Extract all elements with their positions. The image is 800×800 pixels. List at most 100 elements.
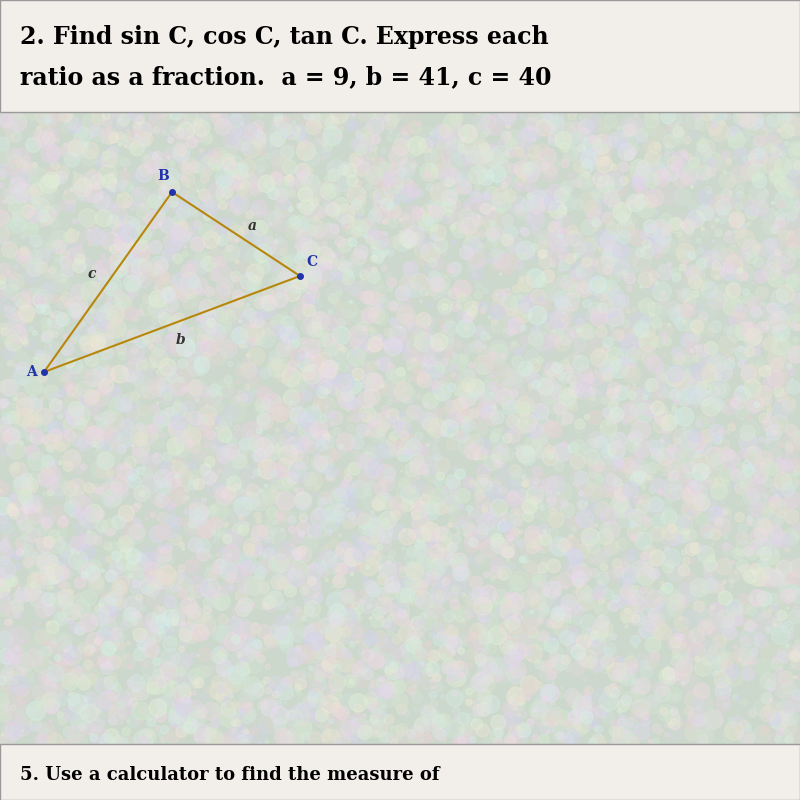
Circle shape	[330, 105, 349, 123]
Circle shape	[0, 546, 2, 550]
Circle shape	[550, 260, 556, 266]
Circle shape	[795, 534, 798, 536]
Circle shape	[78, 678, 90, 690]
Circle shape	[604, 115, 617, 128]
Circle shape	[754, 552, 757, 556]
Circle shape	[377, 616, 382, 622]
Circle shape	[258, 167, 264, 172]
Circle shape	[608, 288, 611, 291]
Circle shape	[93, 266, 100, 274]
Circle shape	[607, 169, 624, 185]
Circle shape	[682, 219, 695, 232]
Circle shape	[290, 674, 298, 682]
Circle shape	[688, 479, 690, 481]
Circle shape	[194, 113, 199, 118]
Circle shape	[408, 670, 420, 682]
Circle shape	[521, 335, 530, 345]
Circle shape	[647, 439, 658, 450]
Circle shape	[343, 259, 362, 278]
Circle shape	[507, 620, 522, 634]
Circle shape	[348, 512, 355, 519]
Circle shape	[600, 233, 616, 248]
Circle shape	[474, 698, 493, 717]
Circle shape	[720, 651, 730, 662]
Circle shape	[62, 142, 79, 161]
Circle shape	[554, 189, 569, 202]
Circle shape	[443, 641, 449, 646]
Circle shape	[458, 438, 475, 455]
Circle shape	[24, 557, 34, 566]
Circle shape	[580, 614, 596, 630]
Circle shape	[143, 154, 162, 172]
Circle shape	[630, 453, 642, 465]
Circle shape	[446, 138, 464, 157]
Circle shape	[620, 248, 638, 267]
Circle shape	[329, 661, 342, 674]
Circle shape	[136, 718, 142, 725]
Circle shape	[512, 732, 527, 746]
Circle shape	[682, 136, 684, 138]
Circle shape	[698, 177, 702, 179]
Circle shape	[746, 395, 763, 412]
Circle shape	[289, 206, 293, 211]
Circle shape	[706, 418, 715, 428]
Circle shape	[534, 499, 542, 509]
Circle shape	[55, 442, 66, 452]
Circle shape	[715, 275, 719, 279]
Circle shape	[90, 718, 104, 732]
Circle shape	[731, 616, 737, 622]
Circle shape	[509, 588, 522, 602]
Circle shape	[248, 438, 260, 450]
Circle shape	[135, 374, 151, 390]
Circle shape	[238, 455, 245, 463]
Circle shape	[626, 718, 634, 726]
Circle shape	[595, 474, 604, 482]
Circle shape	[631, 681, 644, 694]
Circle shape	[194, 251, 210, 267]
Circle shape	[588, 131, 597, 140]
Circle shape	[726, 114, 730, 120]
Circle shape	[123, 133, 131, 141]
Circle shape	[372, 267, 377, 272]
Circle shape	[686, 112, 703, 129]
Circle shape	[733, 477, 746, 490]
Circle shape	[238, 340, 246, 348]
Circle shape	[246, 702, 251, 707]
Circle shape	[603, 370, 612, 380]
Circle shape	[578, 593, 583, 598]
Circle shape	[526, 301, 530, 305]
Circle shape	[170, 338, 180, 348]
Circle shape	[239, 622, 255, 638]
Circle shape	[278, 690, 284, 695]
Circle shape	[198, 227, 202, 230]
Circle shape	[103, 152, 110, 159]
Circle shape	[22, 265, 42, 284]
Circle shape	[252, 563, 264, 575]
Circle shape	[301, 381, 319, 399]
Circle shape	[93, 560, 101, 568]
Circle shape	[149, 379, 166, 396]
Circle shape	[0, 561, 16, 579]
Circle shape	[526, 486, 544, 505]
Circle shape	[444, 611, 455, 622]
Circle shape	[160, 271, 169, 280]
Circle shape	[532, 735, 538, 742]
Circle shape	[414, 542, 428, 557]
Circle shape	[441, 420, 458, 437]
Circle shape	[302, 391, 311, 401]
Circle shape	[628, 434, 635, 441]
Circle shape	[254, 318, 264, 327]
Circle shape	[346, 122, 355, 131]
Circle shape	[632, 421, 650, 440]
Circle shape	[413, 232, 421, 240]
Circle shape	[706, 186, 712, 194]
Circle shape	[572, 633, 579, 640]
Circle shape	[102, 721, 105, 725]
Circle shape	[304, 150, 320, 166]
Circle shape	[426, 664, 433, 671]
Circle shape	[112, 116, 130, 134]
Circle shape	[458, 634, 467, 644]
Circle shape	[246, 598, 252, 606]
Circle shape	[42, 178, 54, 191]
Circle shape	[602, 159, 610, 166]
